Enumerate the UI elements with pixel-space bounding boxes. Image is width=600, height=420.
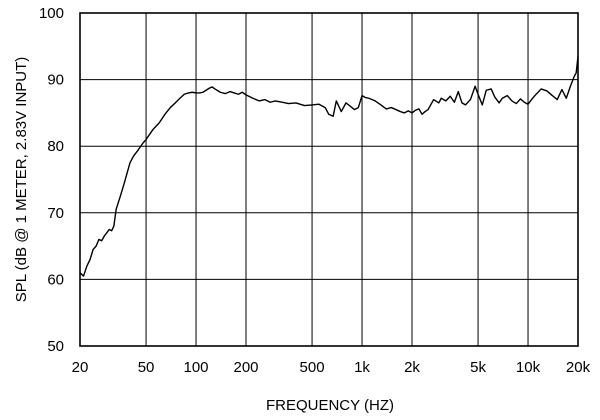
x-tick-label-500: 500 (300, 359, 325, 376)
x-tick-label-200: 200 (233, 359, 258, 376)
x-tick-label-1k: 1k (354, 359, 370, 376)
x-tick-label-20: 20 (72, 359, 89, 376)
grid (79, 12, 579, 347)
y-tick-label-90: 90 (47, 72, 64, 89)
y-axis-tick-labels: 50 60 70 80 90 100 (39, 5, 64, 355)
plot-frame (79, 12, 579, 347)
x-axis-title: FREQUENCY (HZ) (266, 397, 394, 414)
y-tick-label-70: 70 (47, 205, 64, 222)
x-tick-label-2k: 2k (404, 359, 420, 376)
y-tick-label-100: 100 (39, 5, 64, 22)
y-tick-label-80: 80 (47, 138, 64, 155)
y-tick-label-50: 50 (47, 338, 64, 355)
x-tick-label-10k: 10k (516, 359, 541, 376)
y-axis-title: SPL (dB @ 1 METER, 2.83V INPUT) (13, 57, 30, 303)
x-tick-label-100: 100 (184, 359, 209, 376)
x-tick-label-20k: 20k (566, 359, 591, 376)
x-tick-label-50: 50 (138, 359, 155, 376)
y-tick-label-60: 60 (47, 271, 64, 288)
x-tick-label-5k: 5k (470, 359, 486, 376)
x-axis-tick-labels: 20 50 100 200 500 1k 2k 5k 10k 20k (72, 359, 591, 376)
spl-response-curve (79, 56, 579, 277)
